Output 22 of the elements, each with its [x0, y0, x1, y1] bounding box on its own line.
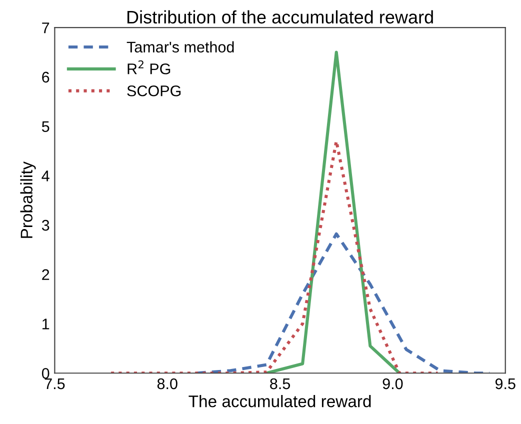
y-tick-label: 4 — [42, 170, 50, 182]
y-tick-label: 2 — [42, 269, 50, 280]
y-tick-label: 7 — [42, 22, 50, 34]
line-series — [110, 140, 440, 374]
line-series — [264, 50, 401, 374]
y-tick-label: 6 — [42, 72, 50, 83]
x-tick-label: 9.5 — [495, 378, 516, 390]
line-series — [195, 232, 492, 374]
legend-label: R$^{2}$ PG — [128, 60, 170, 74]
x-tick-label: 7.5 — [44, 378, 65, 390]
y-tick-label: 0 — [42, 368, 50, 379]
x-tick-label: 8.5 — [270, 378, 290, 390]
x-tick-label: 8.0 — [157, 378, 178, 390]
x-axis-title: The accumulated reward — [188, 395, 371, 408]
y-axis-title: Probability — [20, 161, 36, 238]
chart-title: Distribution of the accumulated reward — [127, 10, 433, 24]
x-tick-label: 9.0 — [382, 378, 403, 390]
y-tick-label: 5 — [42, 121, 50, 132]
y-tick-label: 1 — [42, 318, 50, 330]
y-tick-label: 3 — [42, 220, 50, 231]
legend-label: Tamar's method — [126, 41, 234, 53]
legend-label: SCOPG — [127, 85, 181, 96]
